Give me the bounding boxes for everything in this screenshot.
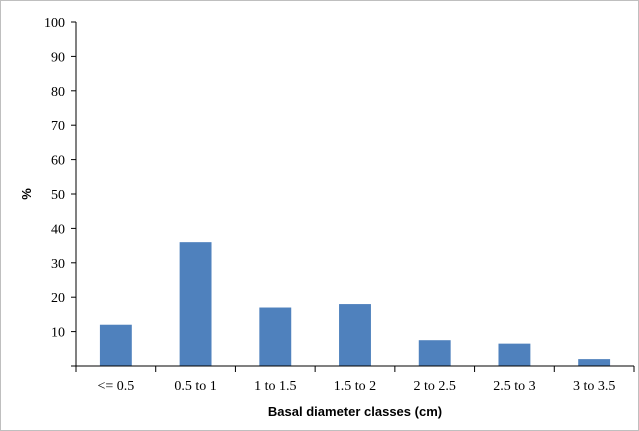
bar (339, 304, 371, 366)
x-tick-label: 3 to 3.5 (573, 379, 615, 394)
y-axis-ticks: 10 20 30 40 50 60 70 80 90 100 (44, 16, 76, 367)
bar (179, 242, 212, 366)
bar (99, 324, 132, 366)
x-tick-label: <= 0.5 (97, 379, 134, 394)
y-tick-label: 20 (51, 291, 65, 306)
bar (418, 340, 451, 366)
x-tick-label: 2 to 2.5 (414, 379, 456, 394)
bar (259, 307, 292, 366)
y-tick-label: 60 (51, 154, 65, 169)
x-tick-label: 2.5 to 3 (493, 379, 535, 394)
y-tick-label: 100 (44, 16, 65, 31)
x-tick-label: 1 to 1.5 (254, 379, 296, 394)
x-axis-title: Basal diameter classes (cm) (268, 404, 442, 419)
y-tick-label: 10 (51, 326, 65, 341)
y-tick-label: 90 (51, 50, 65, 65)
y-tick-label: 40 (51, 222, 65, 237)
x-tick-label: 0.5 to 1 (174, 379, 216, 394)
y-tick-label: 80 (51, 85, 65, 100)
x-tick-label: 1.5 to 2 (334, 379, 376, 394)
x-axis-ticks: <= 0.5 0.5 to 1 1 to 1.5 1.5 to 2 2 to 2.5 2.… (75, 366, 635, 394)
bars (99, 242, 611, 366)
y-tick-label: 50 (51, 188, 65, 203)
y-axis-title: % (19, 188, 34, 200)
y-tick-label: 70 (51, 119, 65, 134)
bar (498, 343, 531, 366)
bar (578, 359, 611, 366)
y-tick-label: 30 (51, 257, 65, 272)
